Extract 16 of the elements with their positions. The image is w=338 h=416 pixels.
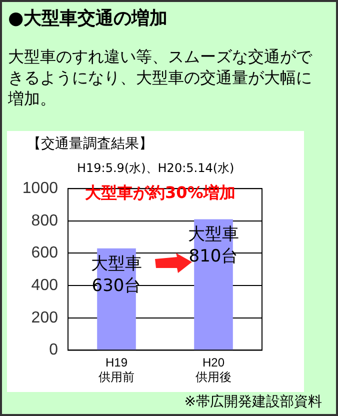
- text: ※帯広開発建設部資料: [184, 393, 322, 411]
- y-tick-label: 400: [31, 276, 58, 294]
- y-tick-label: 200: [31, 309, 58, 326]
- x-tick-label: H19 供用前: [98, 356, 134, 384]
- y-tick-label: 800: [31, 212, 58, 230]
- data-label: 大型車 810台: [188, 224, 239, 267]
- y-tick-label: 1000: [22, 180, 58, 198]
- chart-title: ●大型車交通の増加: [8, 7, 168, 30]
- text: 【交通量調査結果】: [27, 135, 153, 153]
- annotation: 大型車が約30%増加: [85, 183, 236, 204]
- y-tick-label: 0: [49, 342, 58, 359]
- x-tick-label: H20 供用後: [196, 356, 232, 384]
- text: H19:5.9(水)、H20:5.14(水): [77, 160, 234, 177]
- data-label: 大型車 630台: [91, 254, 142, 296]
- y-tick-label: 600: [31, 244, 58, 262]
- chart-subtitle: 大型車のすれ違い等、スムーズな交通ができるようになり、大型車の交通量が大幅に増加。: [8, 46, 314, 109]
